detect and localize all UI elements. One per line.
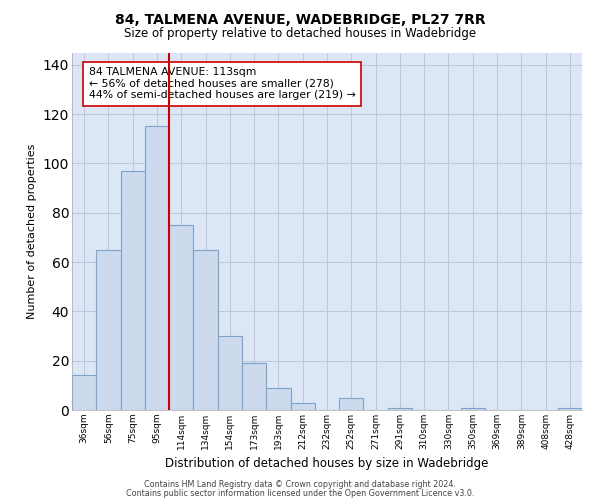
X-axis label: Distribution of detached houses by size in Wadebridge: Distribution of detached houses by size … [166, 458, 488, 470]
Text: 84, TALMENA AVENUE, WADEBRIDGE, PL27 7RR: 84, TALMENA AVENUE, WADEBRIDGE, PL27 7RR [115, 12, 485, 26]
Bar [96, 250, 121, 410]
Bar [145, 126, 169, 410]
Y-axis label: Number of detached properties: Number of detached properties [27, 144, 37, 319]
Text: Contains HM Land Registry data © Crown copyright and database right 2024.: Contains HM Land Registry data © Crown c… [144, 480, 456, 489]
Bar [121, 171, 145, 410]
Bar [388, 408, 412, 410]
Bar [72, 376, 96, 410]
Bar [169, 225, 193, 410]
Bar [218, 336, 242, 410]
Bar [339, 398, 364, 410]
Bar [558, 408, 582, 410]
Text: Size of property relative to detached houses in Wadebridge: Size of property relative to detached ho… [124, 28, 476, 40]
Bar [242, 363, 266, 410]
Bar [461, 408, 485, 410]
Text: Contains public sector information licensed under the Open Government Licence v3: Contains public sector information licen… [126, 488, 474, 498]
Bar [193, 250, 218, 410]
Bar [290, 402, 315, 410]
Text: 84 TALMENA AVENUE: 113sqm
← 56% of detached houses are smaller (278)
44% of semi: 84 TALMENA AVENUE: 113sqm ← 56% of detac… [89, 68, 355, 100]
Bar [266, 388, 290, 410]
